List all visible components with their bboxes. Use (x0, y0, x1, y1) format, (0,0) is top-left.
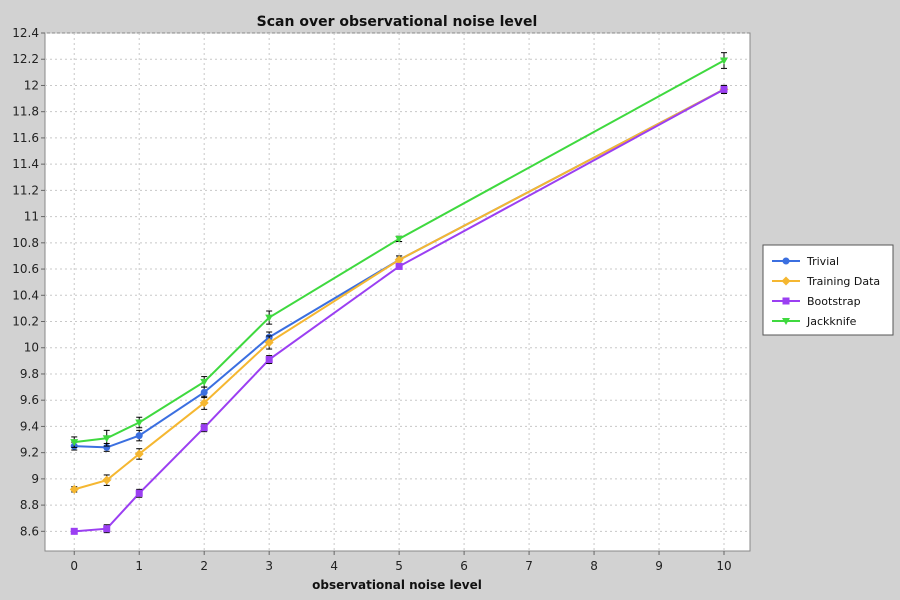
series-layer (69, 52, 729, 535)
x-tick-label: 7 (525, 559, 533, 573)
legend-item: Jackknife (772, 315, 857, 328)
legend-label: Jackknife (806, 315, 857, 328)
x-tick-label: 1 (135, 559, 143, 573)
data-point (200, 424, 208, 432)
y-tick-label: 11.6 (12, 131, 39, 145)
data-point (69, 484, 79, 494)
legend-label: Training Data (806, 275, 880, 288)
legend-marker (782, 297, 790, 305)
x-tick-label: 8 (590, 559, 598, 573)
data-point (200, 378, 209, 386)
legend-label: Bootstrap (807, 295, 861, 308)
legend-item: Training Data (772, 275, 880, 288)
data-point (135, 432, 143, 440)
legend-label: Trivial (806, 255, 839, 268)
chart-title: Scan over observational noise level (257, 14, 538, 30)
data-point (394, 255, 404, 265)
y-tick-label: 10.6 (12, 262, 39, 276)
data-point (395, 235, 404, 243)
y-tick-label: 8.8 (20, 498, 39, 512)
data-point (102, 435, 111, 443)
x-tick-label: 10 (716, 559, 731, 573)
data-point (720, 57, 729, 65)
y-tick-label: 8.6 (20, 524, 39, 538)
y-tick-label: 10.8 (12, 236, 39, 250)
y-tick-label: 12.2 (12, 52, 39, 66)
legend-marker (782, 257, 790, 265)
x-tick-label: 4 (330, 559, 338, 573)
y-tick-label: 10 (24, 341, 39, 355)
data-point (134, 449, 144, 459)
legend-marker (781, 276, 791, 286)
axes: 8.68.899.29.49.69.81010.210.410.610.8111… (12, 26, 731, 573)
data-point (265, 314, 274, 322)
legend-item: Trivial (772, 255, 839, 268)
data-point (720, 85, 728, 93)
y-tick-label: 9.8 (20, 367, 39, 381)
x-tick-label: 3 (265, 559, 273, 573)
y-tick-label: 11.8 (12, 105, 39, 119)
data-point (102, 475, 112, 485)
data-point (70, 439, 79, 447)
data-point (265, 356, 273, 364)
series-training-data (69, 84, 729, 494)
data-point (395, 262, 403, 270)
data-point (199, 398, 209, 408)
y-tick-label: 9.6 (20, 393, 39, 407)
data-point (264, 337, 274, 347)
grid (45, 32, 750, 551)
y-tick-label: 9.2 (20, 446, 39, 460)
y-tick-label: 11.2 (12, 183, 39, 197)
x-tick-label: 6 (460, 559, 468, 573)
x-tick-label: 9 (655, 559, 663, 573)
y-tick-label: 12 (24, 78, 39, 92)
data-point (70, 527, 78, 535)
y-tick-label: 12.4 (12, 26, 39, 40)
data-point (200, 388, 208, 396)
x-tick-label: 2 (200, 559, 208, 573)
x-axis-label: observational noise level (312, 578, 482, 592)
data-point (135, 419, 144, 427)
series-jackknife (70, 52, 729, 448)
legend-item: Bootstrap (772, 295, 861, 308)
y-tick-label: 10.2 (12, 315, 39, 329)
y-tick-label: 11 (24, 210, 39, 224)
y-tick-label: 11.4 (12, 157, 39, 171)
legend: Trivial Training Data Bootstrap Jackknife (762, 244, 894, 336)
data-point (103, 525, 111, 533)
y-tick-label: 10.4 (12, 288, 39, 302)
series-bootstrap (70, 84, 728, 535)
y-tick-label: 9 (31, 472, 39, 486)
plot-area (44, 32, 751, 552)
x-tick-label: 5 (395, 559, 403, 573)
data-point (135, 489, 143, 497)
legend-marker (782, 318, 790, 325)
x-tick-label: 0 (70, 559, 78, 573)
y-tick-label: 9.4 (20, 419, 39, 433)
